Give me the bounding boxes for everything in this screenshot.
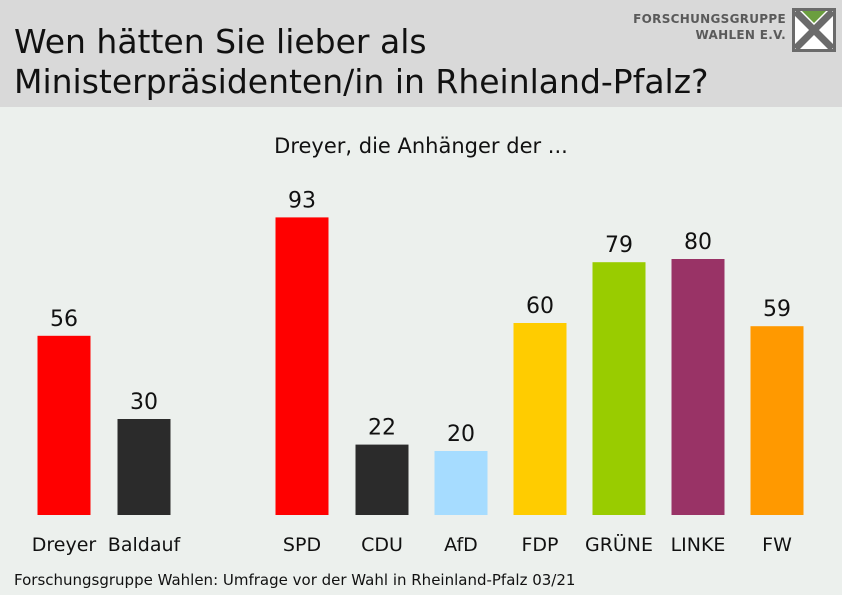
bar-fw — [750, 326, 804, 515]
title-line-2: Ministerpräsidenten/in in Rheinland-Pfal… — [14, 62, 709, 101]
header-band — [0, 0, 842, 107]
category-label-baldauf: Baldauf — [108, 534, 182, 556]
bar-cdu — [355, 444, 409, 515]
value-label-gruene: 79 — [605, 233, 633, 258]
value-label-cdu: 22 — [368, 416, 396, 441]
bar-afd — [434, 451, 488, 515]
bar-fdp — [513, 323, 567, 515]
bar-linke — [671, 259, 725, 515]
value-label-dreyer: 56 — [50, 307, 78, 332]
value-label-linke: 80 — [684, 230, 712, 255]
category-label-dreyer: Dreyer — [32, 534, 97, 556]
bar-baldauf — [117, 419, 171, 515]
bar-spd — [275, 217, 329, 515]
value-label-fdp: 60 — [526, 294, 554, 319]
category-label-linke: LINKE — [671, 534, 726, 556]
value-label-fw: 59 — [763, 297, 791, 322]
chart-subtitle: Dreyer, die Anhänger der ... — [274, 134, 568, 158]
logo-text-line-2: WAHLEN E.V. — [695, 28, 786, 42]
source-note: Forschungsgruppe Wahlen: Umfrage vor der… — [14, 571, 576, 589]
value-label-baldauf: 30 — [130, 390, 158, 415]
category-label-afd: AfD — [444, 534, 478, 556]
logo: FORSCHUNGSGRUPPE WAHLEN E.V. — [633, 8, 836, 54]
value-label-spd: 93 — [288, 188, 316, 213]
category-label-fw: FW — [762, 534, 792, 556]
bar-gruene — [592, 262, 646, 515]
value-label-afd: 20 — [447, 422, 475, 447]
bar-dreyer — [37, 335, 91, 515]
logo-text-line-1: FORSCHUNGSGRUPPE — [633, 12, 786, 26]
page-title: Wen hätten Sie lieber als Ministerpräsid… — [14, 22, 774, 102]
category-label-cdu: CDU — [361, 534, 403, 556]
category-label-gruene: GRÜNE — [585, 533, 653, 556]
category-label-fdp: FDP — [521, 534, 558, 556]
title-line-1: Wen hätten Sie lieber als — [14, 22, 427, 61]
logo-cross-icon — [792, 8, 836, 52]
category-label-spd: SPD — [283, 534, 321, 556]
